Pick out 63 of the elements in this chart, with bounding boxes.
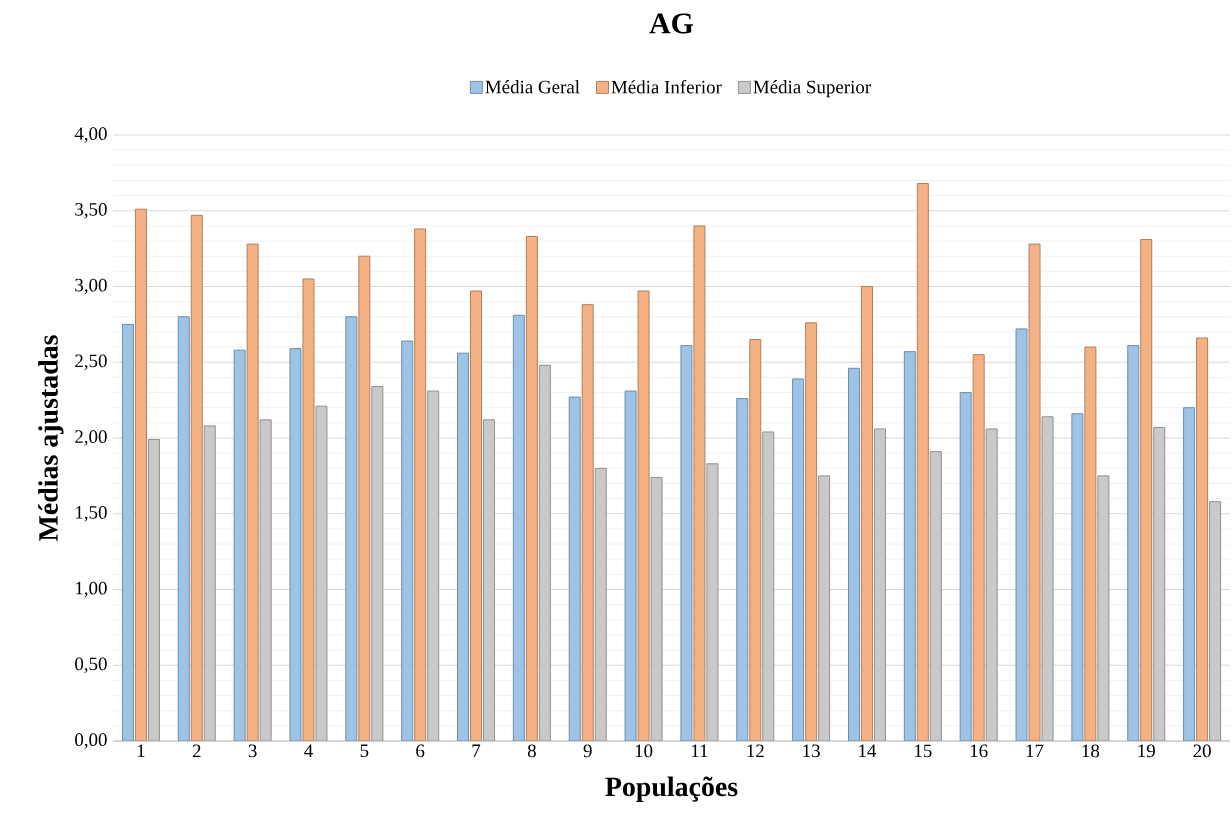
bar xyxy=(1196,337,1209,741)
bar xyxy=(1140,239,1153,741)
bar xyxy=(121,323,134,741)
x-tick-label: 2 xyxy=(192,744,201,758)
y-tick-label: 0,50 xyxy=(75,657,107,673)
bar xyxy=(749,339,762,741)
y-tick-label: 2,00 xyxy=(75,430,107,446)
y-tick-label: 3,00 xyxy=(75,278,107,295)
y-tick-label: 3,50 xyxy=(75,203,107,219)
bar xyxy=(860,286,873,741)
bar xyxy=(358,255,371,741)
bar xyxy=(414,228,427,741)
chart-title: AG xyxy=(649,13,694,34)
legend-label: Média Superior xyxy=(753,80,871,98)
bar xyxy=(345,316,358,741)
x-tick-label: 12 xyxy=(747,744,764,758)
bar xyxy=(401,340,414,741)
bar xyxy=(916,182,929,741)
bar xyxy=(805,322,818,741)
x-tick-label: 15 xyxy=(915,744,932,758)
x-tick-label: 7 xyxy=(472,744,481,757)
bar xyxy=(581,304,594,741)
x-tick-label: 20 xyxy=(1193,744,1211,758)
x-tick-label: 5 xyxy=(360,744,369,758)
x-axis-title: Populações xyxy=(605,776,738,802)
bar xyxy=(134,208,147,741)
y-tick-label: 0,00 xyxy=(75,733,107,749)
x-tick-label: 1 xyxy=(137,744,145,758)
y-tick-label: 1,50 xyxy=(76,506,107,522)
bar xyxy=(972,354,985,741)
bar xyxy=(190,214,203,741)
x-tick-label: 9 xyxy=(583,744,592,758)
y-axis-title: Médias ajustadas xyxy=(38,335,64,541)
x-tick-label: 13 xyxy=(803,744,820,758)
bar xyxy=(177,316,190,741)
legend-label: Média Geral xyxy=(485,80,580,94)
bar xyxy=(1127,345,1140,741)
bar xyxy=(736,398,749,741)
bar xyxy=(1183,407,1196,741)
x-tick-label: 11 xyxy=(691,744,708,758)
x-tick-label: 14 xyxy=(859,744,877,758)
x-tick-label: 8 xyxy=(527,744,536,758)
bar xyxy=(568,396,581,741)
legend-label: Média Inferior xyxy=(611,79,722,94)
bar xyxy=(847,367,860,741)
y-tick-label: 2,50 xyxy=(75,354,107,370)
bar xyxy=(959,392,972,741)
bar xyxy=(457,352,470,741)
x-tick-label: 16 xyxy=(970,744,988,758)
y-tick-label: 4,00 xyxy=(74,127,107,143)
bar xyxy=(525,236,538,741)
x-tick-label: 17 xyxy=(1026,744,1044,758)
x-tick-label: 4 xyxy=(304,744,313,757)
bar xyxy=(512,314,525,741)
x-tick-label: 18 xyxy=(1082,744,1100,758)
x-tick-label: 3 xyxy=(248,744,257,758)
bar xyxy=(470,290,483,741)
x-tick-label: 19 xyxy=(1138,744,1155,758)
x-tick-label: 6 xyxy=(416,744,425,758)
y-tick-label: 1,00 xyxy=(76,581,107,598)
bar xyxy=(792,378,805,741)
bar xyxy=(903,351,916,741)
x-tick-label: 10 xyxy=(635,744,653,758)
